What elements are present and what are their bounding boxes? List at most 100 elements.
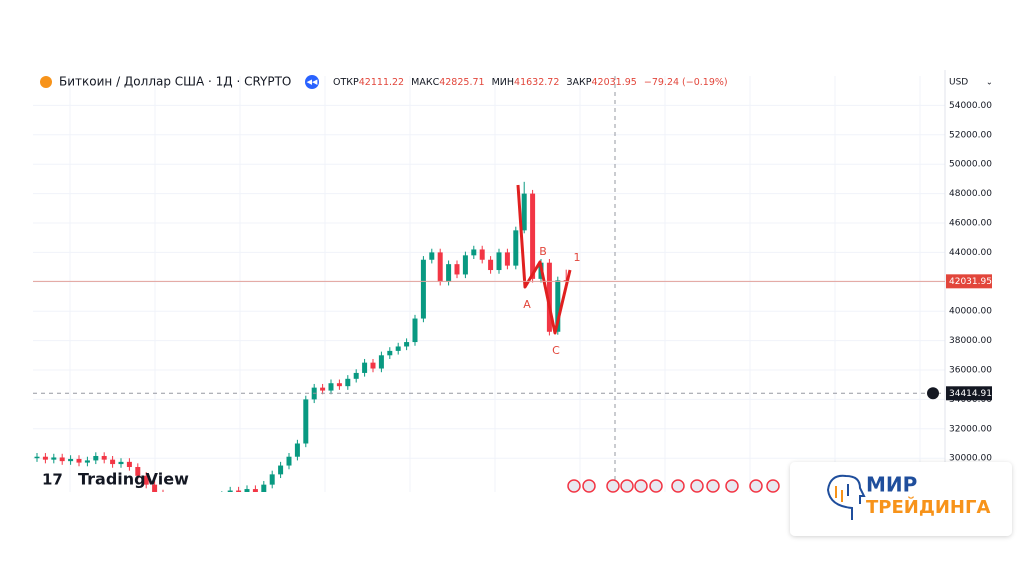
ohlc-stats: ОТКР42111.22 МАКС42825.71 МИН41632.72 ЗА… — [333, 77, 728, 88]
candle-body — [126, 461, 132, 468]
stat-label: ОТКР — [333, 77, 359, 88]
y-tick-label: 32000.00 — [949, 424, 992, 434]
candle-body — [236, 490, 242, 492]
add-alert-button[interactable] — [927, 387, 939, 400]
candle-body — [110, 459, 116, 465]
current-price-label: 42031.95 — [949, 277, 992, 287]
candle-body — [479, 249, 485, 260]
candle-body — [513, 230, 519, 266]
candle-body — [378, 355, 384, 369]
symbol-title: Биткоин / Доллар США · 1Д · CRYPTO — [59, 75, 291, 89]
y-tick-label: 54000.00 — [949, 101, 992, 111]
candle-body — [437, 252, 443, 282]
logo-card — [790, 462, 1012, 536]
collapse-icon: ◀◀ — [307, 78, 318, 86]
y-tick-label: 40000.00 — [949, 307, 992, 317]
wave-label: C — [552, 344, 560, 357]
candle-body — [101, 455, 107, 460]
stat-value: 42111.22 — [359, 77, 404, 88]
candle-body — [420, 259, 426, 319]
y-tick-label: 30000.00 — [949, 454, 992, 464]
candle-body — [252, 489, 258, 492]
candle-body — [59, 457, 65, 462]
candle-body — [395, 346, 401, 351]
stat-value: 42825.71 — [439, 77, 484, 88]
candle-body — [186, 496, 191, 499]
y-tick-label: 52000.00 — [949, 130, 992, 140]
stat-value: 41632.72 — [514, 77, 559, 88]
logo-line1: МИР — [866, 473, 917, 497]
candle-body — [76, 458, 82, 463]
candle-body — [370, 362, 376, 369]
candle-body — [530, 193, 536, 279]
candle-body — [412, 318, 418, 343]
y-tick-label: 36000.00 — [949, 365, 992, 375]
stat-change: −79.24 (−0.19%) — [644, 77, 728, 88]
candle-body — [454, 264, 460, 275]
candle-body — [177, 496, 182, 500]
candle-body — [278, 465, 284, 475]
candle-body — [362, 362, 368, 373]
candle-body — [118, 461, 124, 465]
watermark: TradingView — [78, 470, 189, 489]
candle-body — [194, 499, 199, 503]
candle-body — [488, 259, 494, 271]
candle-body — [84, 460, 90, 463]
candle-body — [521, 193, 527, 231]
y-tick-label: 38000.00 — [949, 336, 992, 346]
candle-body — [320, 387, 326, 391]
y-tick-label: 50000.00 — [949, 160, 992, 170]
wave-label: A — [523, 298, 531, 311]
candle-body — [269, 474, 275, 485]
candle-body — [93, 455, 99, 461]
candle-body — [345, 378, 351, 387]
wave-drawing — [516, 184, 572, 335]
stat-label: ЗАКР — [566, 77, 591, 88]
vertical-grid — [69, 76, 921, 492]
collapse-button[interactable] — [305, 75, 319, 89]
candle-body — [336, 383, 342, 387]
y-tick-label: 44000.00 — [949, 248, 992, 258]
dropdown-arrow: ⌄ — [986, 78, 993, 87]
candle-body — [152, 484, 158, 492]
candle-body — [161, 493, 166, 497]
coin-icon — [40, 76, 52, 88]
candle-body — [446, 264, 452, 282]
event-flags — [567, 479, 780, 493]
wave-label: B — [539, 245, 547, 258]
candle-body — [471, 249, 477, 256]
candle-body — [219, 495, 224, 498]
logo-icon — [826, 474, 866, 520]
candle-body — [429, 252, 435, 260]
crosshair-tag — [946, 386, 992, 401]
crosshair-label: 34414.91 — [949, 389, 992, 399]
candle-body — [303, 399, 309, 444]
candle-body — [261, 484, 267, 492]
candle-body — [328, 383, 334, 391]
tv-logo-mark: 17 — [42, 471, 63, 489]
y-tick-label: 46000.00 — [949, 218, 992, 228]
current-price-tag — [946, 274, 992, 289]
candle-body — [496, 252, 502, 271]
candle-body — [51, 457, 57, 460]
candle-body — [68, 458, 74, 462]
candle-body — [353, 372, 359, 379]
logo-line2: ТРЕЙДИНГА — [866, 496, 990, 518]
candle-body — [211, 498, 216, 501]
y-tick-label: 48000.00 — [949, 189, 992, 199]
candle-body — [504, 252, 510, 266]
candle-body — [294, 443, 300, 457]
candle-body — [244, 489, 250, 492]
stat-value: 42031.95 — [592, 77, 637, 88]
candle-body — [546, 262, 552, 332]
candle-body — [286, 456, 292, 466]
stat-label: МИН — [492, 77, 514, 88]
candles — [34, 181, 569, 504]
candle-body — [227, 490, 233, 492]
candle-body — [42, 456, 48, 460]
currency-select[interactable]: USD — [949, 78, 968, 88]
candle-body — [203, 501, 208, 504]
candle-body — [135, 467, 141, 476]
candle-body — [34, 456, 40, 459]
